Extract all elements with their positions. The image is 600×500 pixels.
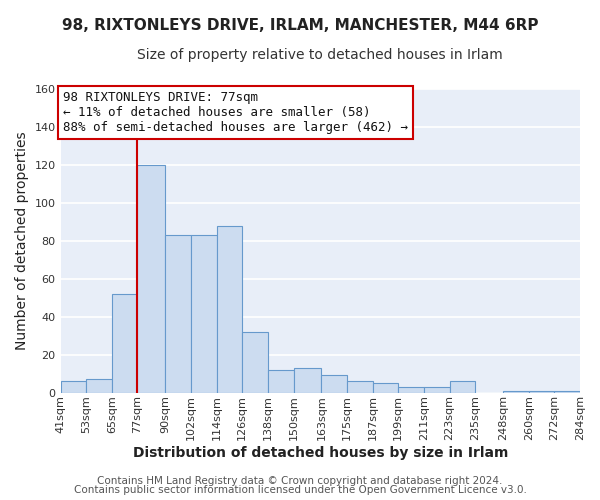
Bar	[86, 380, 112, 392]
Text: Contains HM Land Registry data © Crown copyright and database right 2024.: Contains HM Land Registry data © Crown c…	[97, 476, 503, 486]
Bar	[191, 235, 217, 392]
Bar	[61, 381, 86, 392]
Bar	[373, 383, 398, 392]
Bar	[268, 370, 293, 392]
Bar	[165, 235, 191, 392]
Title: Size of property relative to detached houses in Irlam: Size of property relative to detached ho…	[137, 48, 503, 62]
Bar	[347, 381, 373, 392]
Bar	[424, 387, 449, 392]
Bar	[293, 368, 322, 392]
X-axis label: Distribution of detached houses by size in Irlam: Distribution of detached houses by size …	[133, 446, 508, 460]
Bar	[242, 332, 268, 392]
Bar	[398, 387, 424, 392]
Bar	[554, 390, 580, 392]
Text: 98 RIXTONLEYS DRIVE: 77sqm
← 11% of detached houses are smaller (58)
88% of semi: 98 RIXTONLEYS DRIVE: 77sqm ← 11% of deta…	[63, 90, 408, 134]
Bar	[529, 390, 554, 392]
Bar	[112, 294, 137, 392]
Bar	[217, 226, 242, 392]
Bar	[137, 165, 165, 392]
Text: Contains public sector information licensed under the Open Government Licence v3: Contains public sector information licen…	[74, 485, 526, 495]
Bar	[449, 381, 475, 392]
Text: 98, RIXTONLEYS DRIVE, IRLAM, MANCHESTER, M44 6RP: 98, RIXTONLEYS DRIVE, IRLAM, MANCHESTER,…	[62, 18, 538, 32]
Bar	[503, 390, 529, 392]
Bar	[322, 376, 347, 392]
Y-axis label: Number of detached properties: Number of detached properties	[15, 132, 29, 350]
